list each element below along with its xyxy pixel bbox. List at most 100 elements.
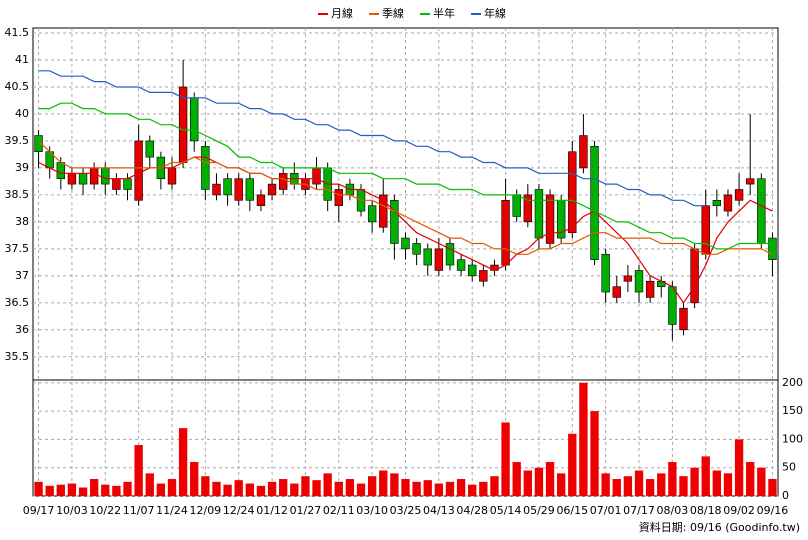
candle-body — [534, 189, 544, 239]
candle-body — [701, 205, 710, 255]
volume-bar — [267, 481, 277, 496]
x-tick-label: 03/10 — [356, 504, 388, 517]
candle-body — [223, 178, 232, 196]
candle-body — [690, 248, 699, 304]
legend-label: 季線 — [382, 6, 404, 20]
candle-body — [768, 237, 777, 260]
volume-bar — [379, 470, 388, 496]
candle-body — [56, 162, 65, 180]
candle-body — [245, 178, 255, 201]
y-tick-label: 35.5 — [5, 350, 30, 363]
volume-bar — [590, 411, 599, 496]
y-tick-label: 40 — [15, 107, 29, 120]
x-tick-label: 10/22 — [89, 504, 121, 517]
x-tick-label: 09/02 — [723, 504, 755, 517]
volume-bar — [56, 484, 65, 496]
candle-body — [145, 140, 154, 158]
x-tick-label: 10/03 — [56, 504, 88, 517]
candle-body — [256, 194, 266, 206]
candle-body — [412, 243, 421, 255]
x-tick-label: 05/29 — [523, 504, 555, 517]
candle-body — [568, 151, 577, 233]
volume-bar — [101, 484, 110, 496]
volume-bar — [134, 445, 143, 496]
candle-body — [634, 270, 644, 293]
volume-bar — [201, 476, 210, 496]
legend: 月線 季線 半年 年線 — [318, 6, 506, 20]
candle-body — [190, 97, 199, 142]
candle-body — [445, 243, 455, 266]
x-tick-label: 04/28 — [456, 504, 488, 517]
candle-body — [212, 183, 221, 196]
candle-body — [545, 194, 555, 244]
y-tick-label: 41 — [15, 53, 29, 66]
volume-bar — [723, 473, 733, 496]
candle-body — [746, 178, 755, 185]
x-tick-label: 11/07 — [123, 504, 155, 517]
volume-bar — [601, 473, 610, 496]
candle-body — [712, 199, 722, 206]
candle-body — [89, 167, 99, 185]
volume-bar — [768, 479, 777, 496]
volume-bar — [178, 428, 188, 496]
candle-body — [234, 178, 243, 201]
y2-tick-label: 150 — [782, 404, 803, 417]
x-tick-label: 07/01 — [590, 504, 622, 517]
candle-body — [734, 189, 744, 201]
volume-bar — [645, 479, 655, 496]
volume-bar — [668, 462, 677, 496]
volume-bar — [34, 481, 43, 496]
volume-bar — [579, 382, 588, 496]
volume-bar — [234, 480, 243, 496]
candle-body — [590, 146, 599, 260]
volume-bar — [701, 456, 710, 496]
volume-bar — [356, 483, 366, 496]
volume-bar — [612, 479, 621, 496]
volume-bar — [456, 479, 466, 496]
volume-bar — [145, 473, 154, 496]
volume-bar — [312, 480, 321, 496]
y-tick-label: 40.5 — [5, 80, 30, 93]
candle-body — [201, 146, 210, 190]
ma-line — [38, 102, 773, 250]
volume-bar — [657, 473, 666, 496]
volume-bar — [445, 481, 455, 496]
volume-bar — [401, 479, 410, 496]
volume-bar — [423, 480, 432, 496]
x-tick-label: 09/17 — [23, 504, 55, 517]
candle-body — [601, 253, 610, 293]
candle-body — [67, 173, 77, 185]
candle-body — [512, 194, 521, 217]
volume-bar — [534, 467, 544, 496]
volume-bar — [290, 483, 299, 496]
candle-body — [78, 173, 88, 185]
x-tick-label: 01/27 — [290, 504, 322, 517]
y-tick-label: 37.5 — [5, 242, 30, 255]
volume-bar — [557, 473, 566, 496]
ma-line — [38, 140, 773, 255]
volume-bar — [568, 433, 577, 496]
volume-bar — [490, 476, 499, 496]
candle-body — [379, 194, 388, 228]
volume-bar — [523, 470, 532, 496]
candle-body — [456, 259, 466, 271]
volume-bar — [156, 483, 166, 496]
ma-line — [38, 70, 706, 207]
candle-body — [367, 205, 377, 223]
volume-bar — [545, 462, 555, 496]
volume-bar — [623, 476, 633, 496]
legend-label: 半年 — [433, 6, 455, 20]
x-tick-label: 05/14 — [490, 504, 522, 517]
candle-body — [668, 286, 677, 325]
candle-body — [623, 275, 633, 282]
y2-tick-label: 0 — [782, 489, 789, 502]
y2-tick-label: 50 — [782, 461, 796, 474]
volume-bar — [634, 470, 644, 496]
x-tick-label: 08/03 — [657, 504, 689, 517]
candle-body — [134, 140, 143, 201]
volume-bar — [512, 462, 521, 496]
candle-body — [278, 173, 288, 190]
volume-bar — [345, 479, 355, 496]
volume-bar — [123, 481, 132, 496]
